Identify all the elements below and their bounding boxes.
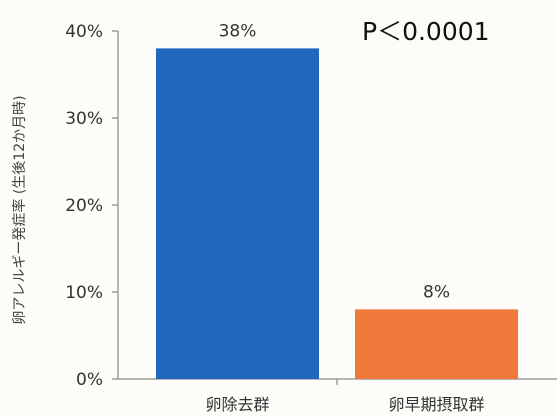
x-category-label: 卵早期摂取群	[388, 395, 484, 414]
y-tick-label: 10%	[65, 283, 103, 303]
y-axis-label: 卵アレルギー発症率 (生後12か月時)	[11, 95, 28, 324]
bars: 38% 卵除去群 8% 卵早期摂取群	[156, 21, 518, 414]
data-label: 38%	[219, 21, 257, 41]
y-tick-label: 20%	[65, 196, 103, 216]
bar	[156, 48, 319, 380]
bar	[355, 309, 518, 379]
x-category-label: 卵除去群	[205, 395, 269, 414]
p-value-annotation: P＜0.0001	[362, 17, 490, 46]
y-tick-label: 0%	[76, 370, 103, 390]
y-tick-label: 30%	[65, 109, 103, 129]
data-label: 8%	[423, 282, 450, 302]
y-tick-label: 40%	[65, 22, 103, 42]
